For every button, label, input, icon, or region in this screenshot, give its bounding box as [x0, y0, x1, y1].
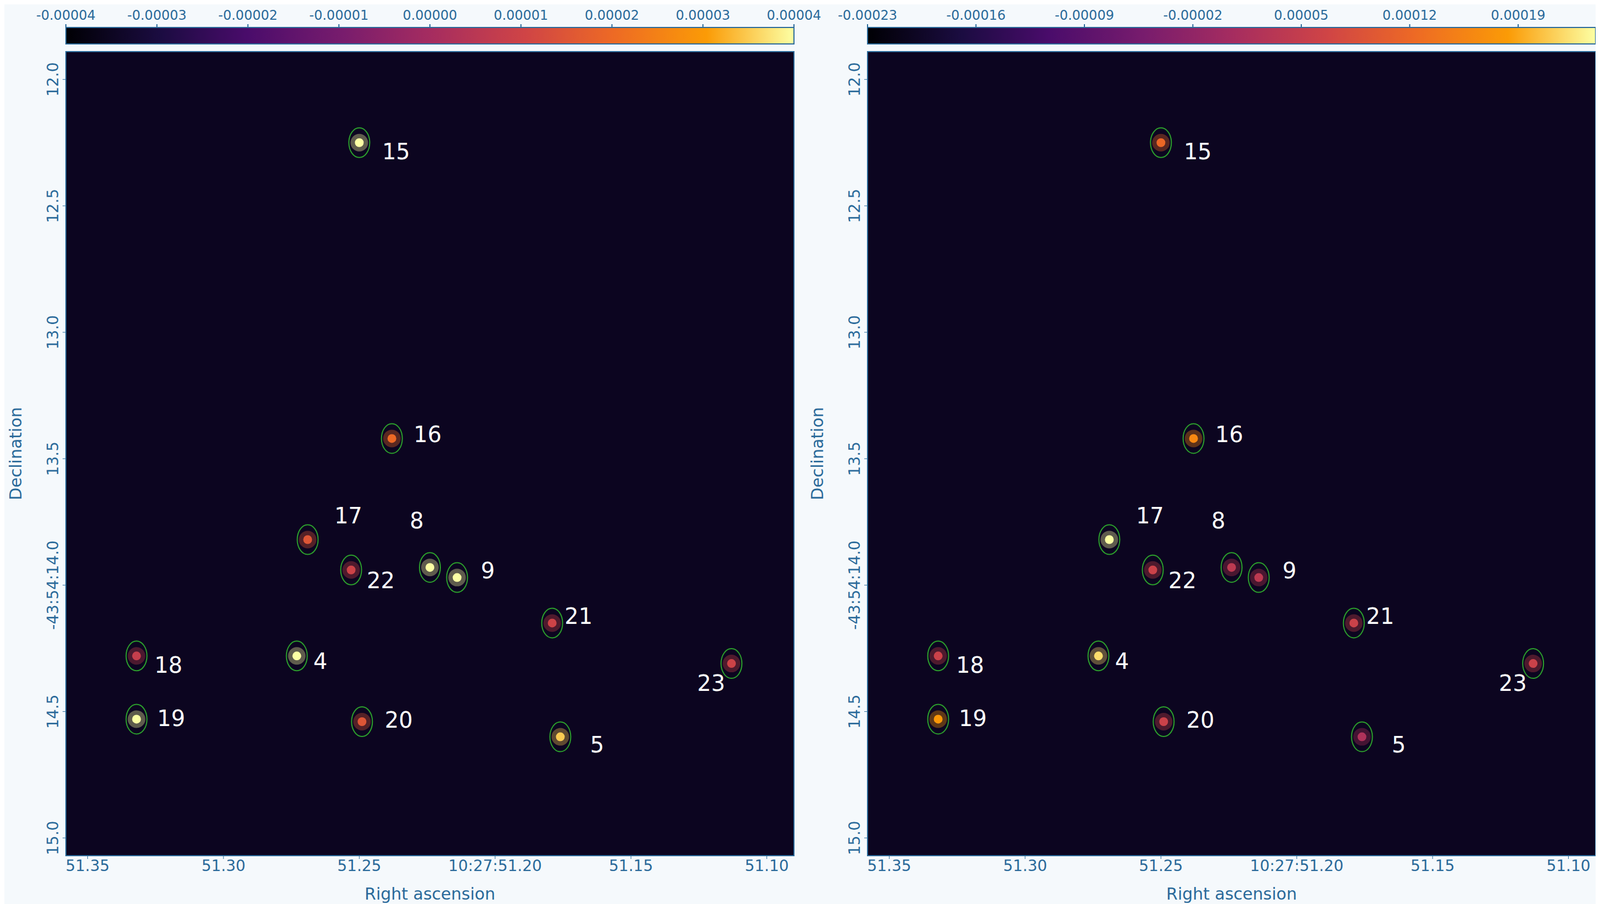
svg-text:12.0: 12.0 [845, 62, 864, 97]
svg-text:22: 22 [1168, 567, 1197, 593]
svg-text:-0.00002: -0.00002 [1163, 7, 1223, 24]
svg-text:13.5: 13.5 [845, 441, 864, 476]
svg-text:0.00003: 0.00003 [675, 7, 731, 24]
svg-text:Right ascension: Right ascension [1166, 884, 1297, 904]
svg-text:12.5: 12.5 [43, 188, 63, 223]
svg-text:13.5: 13.5 [43, 441, 63, 476]
svg-text:5: 5 [590, 731, 604, 758]
svg-text:15: 15 [382, 138, 411, 165]
svg-text:51.35: 51.35 [65, 856, 110, 875]
svg-text:4: 4 [1115, 648, 1129, 674]
svg-text:-0.00003: -0.00003 [127, 7, 187, 24]
svg-text:10:27:51.20: 10:27:51.20 [448, 856, 542, 875]
svg-text:19: 19 [958, 705, 987, 731]
svg-text:13.0: 13.0 [845, 315, 864, 350]
svg-text:15: 15 [1183, 138, 1212, 165]
svg-text:-0.00002: -0.00002 [218, 7, 278, 24]
svg-text:51.35: 51.35 [866, 856, 911, 875]
svg-text:0.00002: 0.00002 [584, 7, 640, 24]
svg-text:0.00001: 0.00001 [493, 7, 548, 24]
svg-text:51.30: 51.30 [201, 856, 246, 875]
svg-text:-0.00001: -0.00001 [309, 7, 369, 24]
svg-text:0.00005: 0.00005 [1273, 7, 1329, 24]
svg-text:10:27:51.20: 10:27:51.20 [1250, 856, 1344, 875]
svg-text:9: 9 [480, 557, 495, 584]
svg-text:0.00004: 0.00004 [766, 7, 821, 24]
svg-text:0.00012: 0.00012 [1382, 7, 1437, 24]
svg-text:21: 21 [1366, 603, 1395, 629]
svg-text:17: 17 [334, 502, 363, 529]
svg-text:14.5: 14.5 [845, 694, 864, 729]
svg-text:-43:54:14.0: -43:54:14.0 [43, 540, 63, 630]
svg-text:51.10: 51.10 [1546, 856, 1591, 875]
svg-text:8: 8 [409, 507, 424, 534]
svg-text:8: 8 [1211, 507, 1225, 534]
svg-text:Right ascension: Right ascension [364, 884, 496, 904]
svg-text:23: 23 [1498, 670, 1527, 696]
svg-text:23: 23 [697, 670, 726, 696]
svg-text:12.5: 12.5 [845, 188, 864, 223]
svg-text:51.15: 51.15 [1410, 856, 1455, 875]
svg-text:51.30: 51.30 [1003, 856, 1048, 875]
svg-text:14.5: 14.5 [43, 694, 63, 729]
svg-text:9: 9 [1282, 557, 1297, 584]
svg-text:-0.00016: -0.00016 [946, 7, 1006, 24]
svg-text:-0.00023: -0.00023 [837, 7, 898, 24]
svg-text:18: 18 [955, 652, 984, 678]
svg-text:0.00000: 0.00000 [402, 7, 457, 24]
svg-text:51.10: 51.10 [744, 856, 789, 875]
svg-text:21: 21 [564, 603, 593, 629]
svg-text:51.25: 51.25 [1138, 856, 1183, 875]
svg-text:18: 18 [154, 652, 183, 678]
svg-text:20: 20 [1186, 707, 1215, 733]
svg-text:Declination: Declination [807, 406, 827, 501]
svg-text:22: 22 [366, 567, 395, 593]
svg-text:20: 20 [384, 707, 413, 733]
svg-text:16: 16 [413, 421, 442, 447]
svg-text:-43:54:14.0: -43:54:14.0 [845, 540, 864, 630]
svg-text:Declination: Declination [6, 406, 26, 501]
svg-text:5: 5 [1391, 731, 1406, 758]
svg-text:15.0: 15.0 [845, 820, 864, 855]
svg-text:-0.00009: -0.00009 [1054, 7, 1115, 24]
svg-text:12.0: 12.0 [43, 62, 63, 97]
svg-text:51.25: 51.25 [337, 856, 382, 875]
svg-text:19: 19 [157, 705, 186, 731]
svg-text:4: 4 [313, 648, 328, 674]
svg-text:0.00019: 0.00019 [1490, 7, 1546, 24]
svg-text:13.0: 13.0 [43, 315, 63, 350]
svg-text:-0.00004: -0.00004 [36, 7, 96, 24]
svg-text:17: 17 [1136, 502, 1165, 529]
svg-text:16: 16 [1215, 421, 1244, 447]
svg-text:15.0: 15.0 [43, 820, 63, 855]
svg-text:51.15: 51.15 [608, 856, 653, 875]
